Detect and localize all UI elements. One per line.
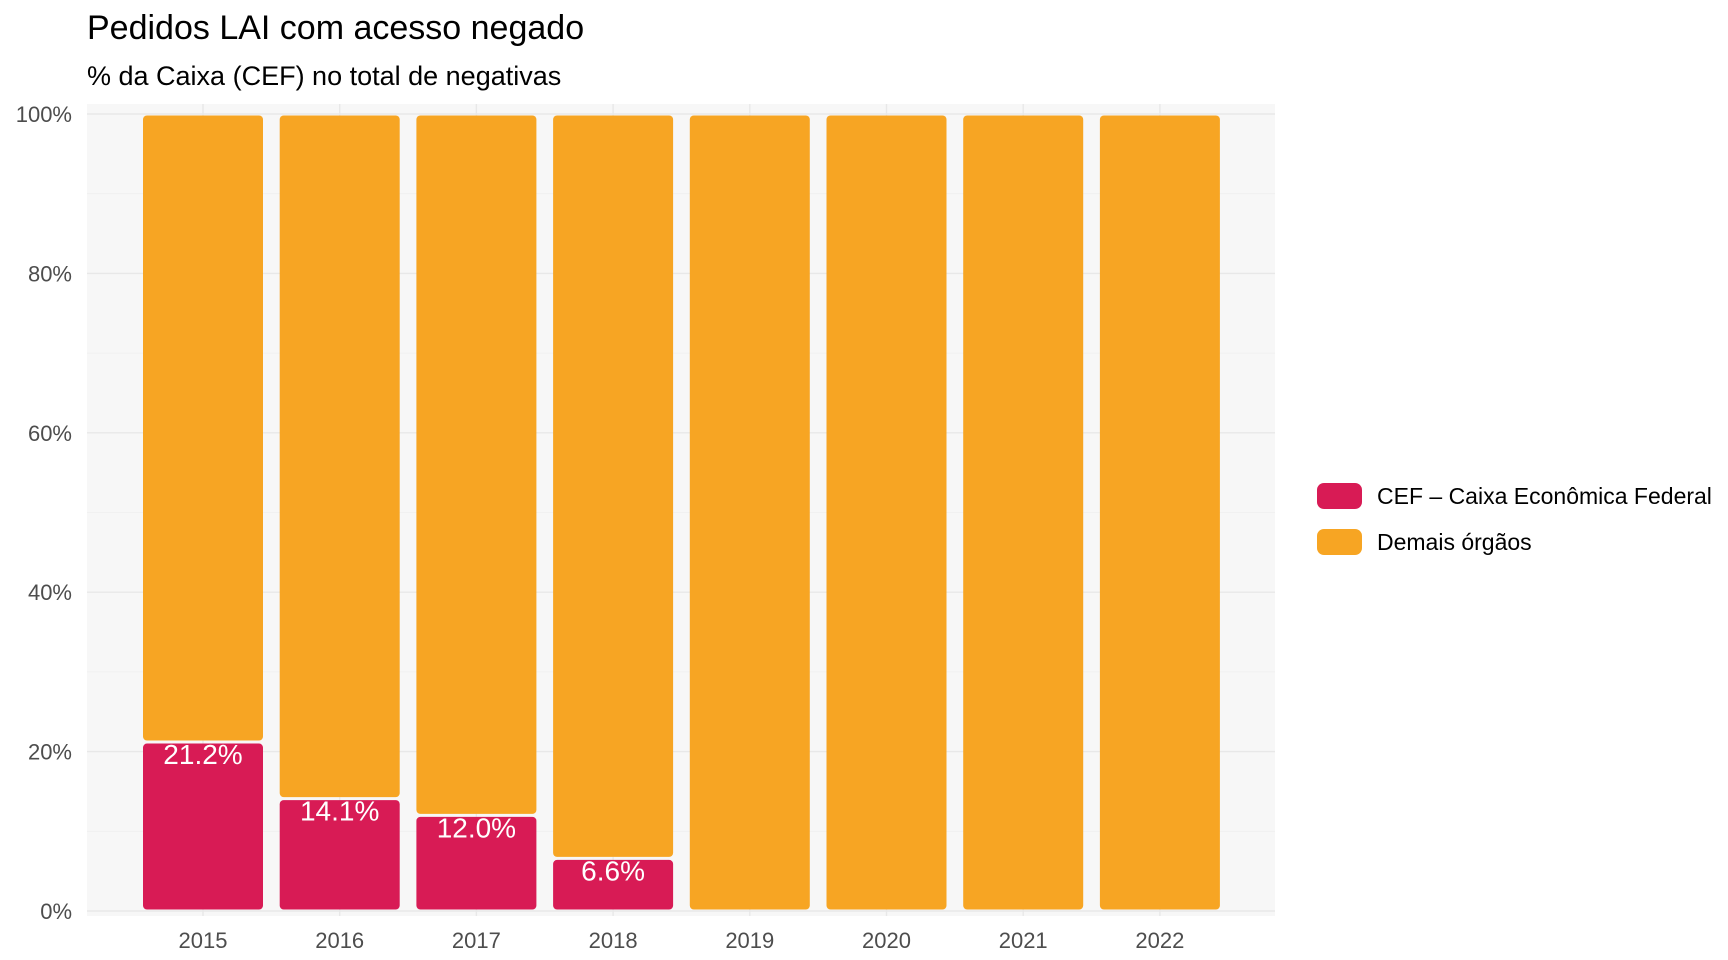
legend-swatch	[1317, 483, 1362, 509]
chart-title: Pedidos LAI com acesso negado	[87, 9, 584, 47]
bar-cef	[143, 743, 263, 910]
y-axis: 0% 20% 40% 60% 80% 100%	[16, 102, 72, 924]
y-tick-label: 60%	[28, 421, 72, 446]
bars	[143, 115, 1220, 910]
legend-label: Demais órgãos	[1377, 529, 1532, 555]
bar-demais-orgaos	[963, 115, 1084, 910]
bar-cef	[416, 816, 537, 910]
x-tick-label: 2015	[179, 928, 228, 953]
legend-label: CEF – Caixa Econômica Federal	[1377, 483, 1712, 509]
x-tick-label: 2021	[999, 928, 1048, 953]
y-tick-label: 20%	[28, 740, 72, 765]
x-tick-label: 2019	[725, 928, 774, 953]
bar-demais-orgaos	[826, 115, 947, 910]
bar-data-label: 21.2%	[163, 739, 242, 770]
legend-swatch	[1317, 529, 1362, 555]
legend: CEF – Caixa Econômica Federal Demais órgã…	[1317, 483, 1712, 555]
x-tick-label: 2016	[315, 928, 364, 953]
bar-data-label: 12.0%	[437, 812, 516, 843]
bar-cef	[279, 800, 400, 910]
y-tick-label: 0%	[40, 899, 72, 924]
x-tick-label: 2020	[862, 928, 911, 953]
x-tick-label: 2022	[1135, 928, 1184, 953]
bar-demais-orgaos	[143, 115, 263, 741]
bar-demais-orgaos	[416, 115, 537, 814]
bar-demais-orgaos	[279, 115, 400, 798]
bar-cef	[553, 859, 674, 910]
bar-demais-orgaos	[689, 115, 810, 910]
bar-demais-orgaos	[553, 115, 674, 857]
y-tick-label: 40%	[28, 580, 72, 605]
plot-background	[87, 104, 1275, 916]
chart-subtitle: % da Caixa (CEF) no total de negativas	[87, 61, 561, 91]
bar-data-label: 14.1%	[300, 796, 379, 827]
x-tick-label: 2018	[589, 928, 638, 953]
bar-demais-orgaos	[1099, 115, 1220, 910]
bar-data-label: 6.6%	[581, 855, 645, 886]
x-axis: 2015 2016 2017 2018 2019 2020 2021 2022	[179, 928, 1185, 953]
y-tick-label: 80%	[28, 261, 72, 286]
data-labels: 21.2% 14.1% 12.0% 6.6%	[163, 739, 645, 886]
y-tick-label: 100%	[16, 102, 72, 127]
x-tick-label: 2017	[452, 928, 501, 953]
